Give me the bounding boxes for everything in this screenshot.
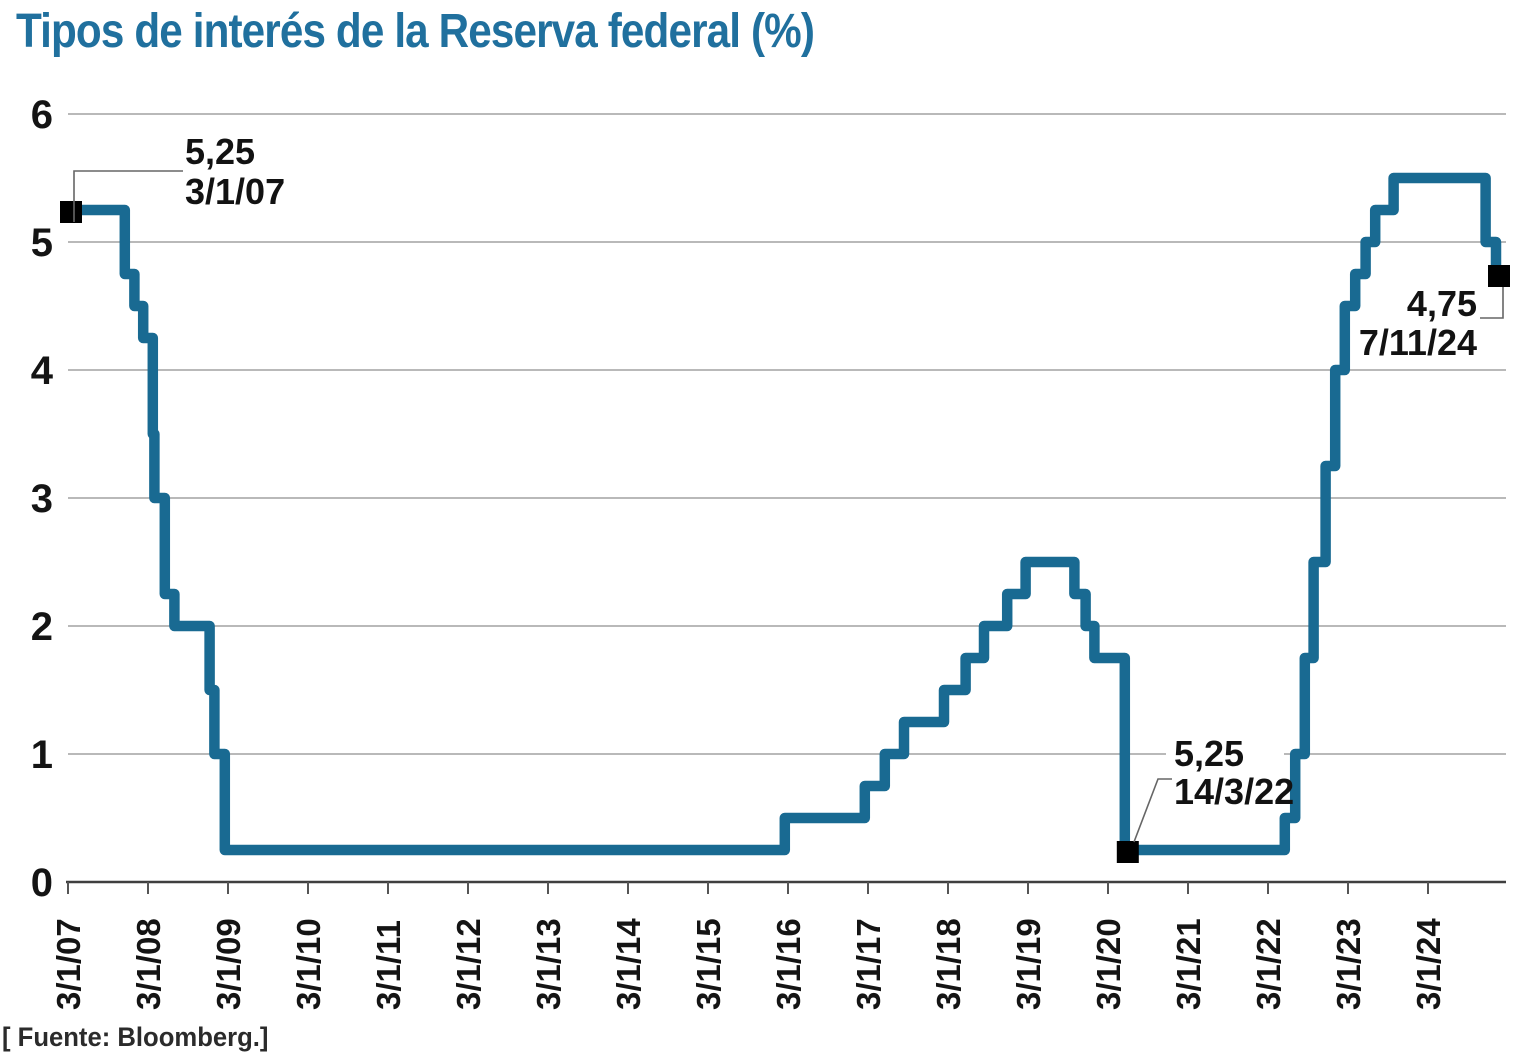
series-layer (68, 172, 1502, 856)
x-tick-label: 3/1/09 (210, 918, 247, 1010)
annotation-start-date: 3/1/07 (185, 171, 285, 212)
annotation-end-value: 4,75 (1407, 283, 1477, 324)
x-tick-label: 3/1/11 (370, 920, 407, 1010)
chart-title: Tipos de interés de la Reserva federal (… (16, 5, 815, 58)
annotation-start-value: 5,25 (185, 131, 255, 172)
annotation-low-date: 14/3/22 (1174, 771, 1294, 812)
x-tick-label: 3/1/24 (1410, 918, 1447, 1010)
x-tick-label: 3/1/07 (50, 918, 87, 1010)
data-point-marker (1488, 265, 1510, 287)
annotation-end-date: 7/11/24 (1359, 322, 1477, 363)
data-point-marker (1116, 841, 1139, 863)
annotation-mask (1166, 728, 1284, 812)
x-tick-label: 3/1/15 (690, 918, 727, 1010)
source-credit: [ Fuente: Bloomberg.] (2, 1022, 269, 1052)
x-tick-label: 3/1/17 (850, 918, 887, 1010)
annotation-connector-low (1133, 778, 1172, 843)
data-point-marker (60, 201, 82, 223)
gridlines-layer: 0 1 2 3 4 5 6 (31, 93, 1506, 905)
x-tick-label: 3/1/08 (130, 918, 167, 1010)
y-tick-label: 6 (31, 93, 53, 137)
y-tick-label: 4 (31, 349, 54, 393)
x-tick-label: 3/1/19 (1010, 918, 1047, 1010)
annotation-low-value: 5,25 (1174, 733, 1244, 774)
x-tick-label: 3/1/10 (290, 918, 327, 1010)
x-tick-label: 3/1/22 (1250, 918, 1287, 1010)
x-tick-label: 3/1/21 (1170, 918, 1207, 1010)
y-tick-label: 5 (31, 221, 53, 265)
x-tick-label: 3/1/14 (610, 918, 647, 1010)
x-tick-label: 3/1/20 (1090, 918, 1127, 1010)
markers-layer (60, 201, 1510, 863)
y-tick-label: 1 (31, 733, 53, 777)
x-tick-label: 3/1/12 (450, 918, 487, 1010)
y-tick-label: 0 (31, 861, 53, 905)
axis-layer: 3/1/07 3/1/08 3/1/09 3/1/10 3/1/11 3/1/12 3/1/… (50, 880, 1506, 1010)
x-tick-label: 3/1/16 (770, 918, 807, 1010)
y-tick-label: 2 (31, 605, 53, 649)
y-tick-label: 3 (31, 477, 53, 521)
x-tick-label: 3/1/13 (530, 918, 567, 1010)
rate-step-line (68, 172, 1502, 856)
annotation-connector-end (1480, 287, 1504, 319)
x-tick-label: 3/1/18 (930, 918, 967, 1010)
x-tick-label: 3/1/23 (1330, 918, 1367, 1010)
annotations-layer: 5,25 3/1/07 5,25 14/3/22 4,75 7/11/24 (73, 131, 1504, 843)
annotation-connector-start (73, 170, 183, 222)
